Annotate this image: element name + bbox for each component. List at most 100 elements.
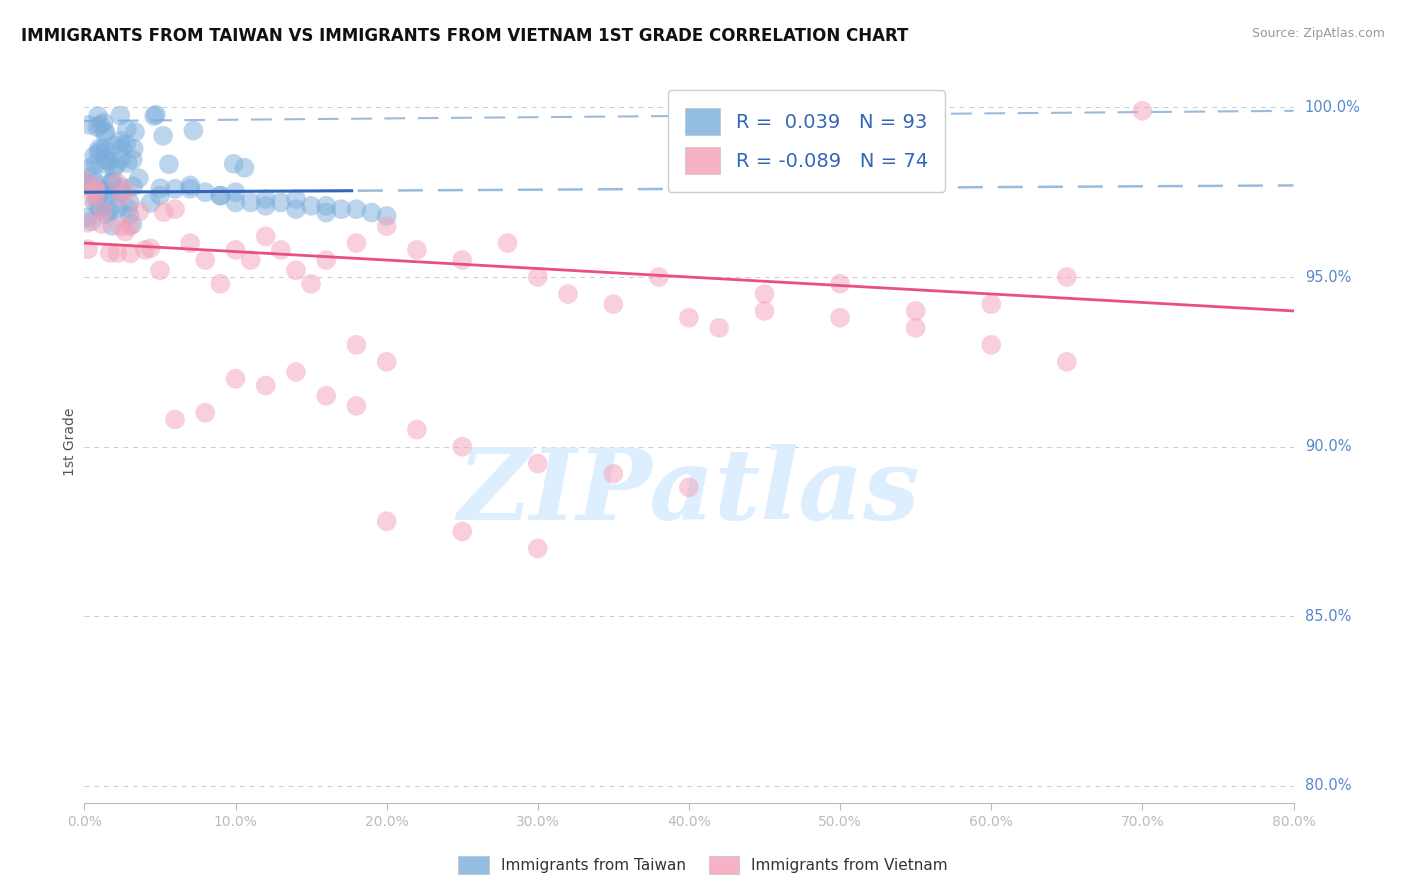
Point — [91, 203, 114, 218]
Point — [120, 246, 142, 260]
Point — [91, 141, 114, 155]
Point — [100, 176, 122, 190]
Point — [209, 188, 232, 202]
Point — [87, 145, 110, 159]
Point — [98, 204, 121, 219]
Point — [225, 372, 247, 386]
Point — [108, 134, 131, 148]
Point — [299, 199, 322, 213]
Point — [122, 179, 145, 194]
Point — [128, 171, 150, 186]
Text: Source: ZipAtlas.com: Source: ZipAtlas.com — [1251, 27, 1385, 40]
Point — [107, 246, 129, 260]
Point — [77, 242, 100, 256]
Point — [128, 204, 150, 219]
Point — [121, 217, 143, 231]
Point — [270, 243, 292, 257]
Point — [149, 188, 172, 202]
Point — [111, 180, 134, 194]
Point — [375, 514, 398, 528]
Point — [94, 207, 117, 221]
Point — [157, 157, 180, 171]
Point — [527, 270, 550, 285]
Point — [79, 189, 101, 203]
Point — [124, 125, 146, 139]
Point — [754, 304, 776, 318]
Point — [76, 176, 98, 190]
Point — [139, 241, 162, 255]
Point — [76, 216, 98, 230]
Point — [149, 263, 172, 277]
Point — [315, 205, 337, 219]
Point — [101, 219, 124, 233]
Point — [254, 199, 277, 213]
Point — [118, 209, 141, 223]
Text: IMMIGRANTS FROM TAIWAN VS IMMIGRANTS FROM VIETNAM 1ST GRADE CORRELATION CHART: IMMIGRANTS FROM TAIWAN VS IMMIGRANTS FRO… — [21, 27, 908, 45]
Point — [89, 118, 111, 132]
Point — [152, 128, 174, 143]
Point — [904, 304, 927, 318]
Point — [110, 184, 132, 198]
Point — [285, 192, 308, 206]
Text: 100.0%: 100.0% — [1305, 100, 1361, 115]
Point — [602, 467, 624, 481]
Point — [75, 174, 97, 188]
Point — [122, 142, 145, 156]
Point — [121, 153, 143, 167]
Point — [270, 195, 292, 210]
Text: 95.0%: 95.0% — [1305, 269, 1351, 285]
Point — [145, 108, 167, 122]
Point — [87, 109, 110, 123]
Point — [117, 156, 139, 170]
Point — [375, 219, 398, 234]
Point — [93, 115, 115, 129]
Point — [134, 243, 156, 257]
Point — [451, 440, 474, 454]
Point — [77, 161, 100, 176]
Point — [209, 277, 232, 291]
Point — [105, 158, 128, 172]
Point — [86, 192, 108, 206]
Point — [84, 183, 107, 197]
Point — [107, 176, 129, 190]
Point — [115, 184, 138, 198]
Point — [330, 202, 353, 217]
Point — [110, 108, 132, 122]
Point — [152, 205, 174, 219]
Point — [114, 225, 136, 239]
Point — [101, 185, 124, 199]
Point — [451, 253, 474, 268]
Point — [904, 321, 927, 335]
Point — [285, 202, 308, 217]
Point — [285, 365, 308, 379]
Point — [84, 196, 107, 211]
Point — [87, 142, 110, 156]
Point — [980, 338, 1002, 352]
Point — [77, 118, 100, 132]
Point — [375, 355, 398, 369]
Point — [86, 120, 108, 134]
Text: ZIPatlas: ZIPatlas — [458, 444, 920, 541]
Point — [100, 175, 122, 189]
Point — [183, 123, 205, 137]
Point — [346, 202, 368, 217]
Point — [1056, 355, 1078, 369]
Point — [98, 202, 121, 216]
Point — [80, 214, 103, 228]
Point — [346, 399, 368, 413]
Point — [980, 297, 1002, 311]
Point — [165, 202, 187, 217]
Point — [94, 183, 117, 197]
Point — [254, 192, 277, 206]
Point — [602, 297, 624, 311]
Point — [104, 138, 127, 153]
Text: 85.0%: 85.0% — [1305, 608, 1351, 624]
Point — [315, 253, 337, 268]
Point — [84, 188, 107, 202]
Point — [179, 178, 201, 193]
Point — [84, 157, 107, 171]
Legend: Immigrants from Taiwan, Immigrants from Vietnam: Immigrants from Taiwan, Immigrants from … — [451, 850, 955, 880]
Point — [98, 154, 121, 169]
Point — [110, 219, 132, 234]
Point — [754, 287, 776, 301]
